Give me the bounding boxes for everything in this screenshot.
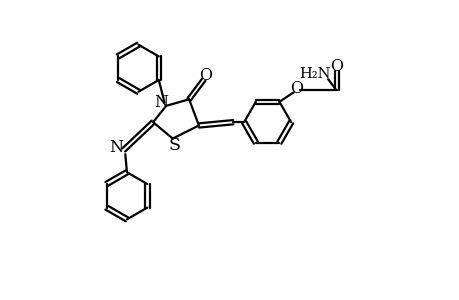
Text: N: N bbox=[154, 94, 168, 111]
Text: N: N bbox=[109, 139, 123, 156]
Text: O: O bbox=[330, 58, 343, 75]
Text: H₂N: H₂N bbox=[299, 67, 330, 81]
Text: O: O bbox=[289, 80, 302, 97]
Text: O: O bbox=[199, 67, 212, 84]
Text: S: S bbox=[168, 136, 180, 154]
